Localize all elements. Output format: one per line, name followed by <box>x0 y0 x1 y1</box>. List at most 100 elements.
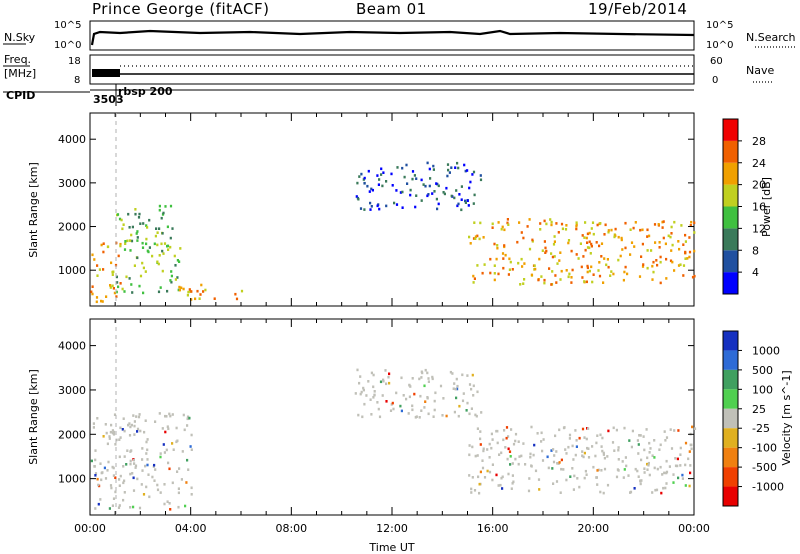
data-cell <box>585 473 588 476</box>
data-cell <box>661 220 664 224</box>
data-cell <box>455 189 458 192</box>
data-cell <box>479 430 482 433</box>
data-cell <box>371 188 374 192</box>
data-cell <box>442 397 445 400</box>
data-cell <box>363 176 366 180</box>
data-cell <box>473 489 477 492</box>
data-cell <box>615 475 619 479</box>
data-cell <box>448 171 451 174</box>
data-cell <box>358 175 361 178</box>
beam-title: Beam 01 <box>356 0 427 18</box>
data-cell <box>622 278 625 282</box>
data-cell <box>168 502 171 505</box>
data-cell <box>471 173 474 176</box>
data-cell <box>538 257 541 261</box>
data-cell <box>388 372 391 376</box>
data-cell <box>455 377 458 381</box>
data-cell <box>115 290 118 294</box>
data-cell <box>648 473 651 477</box>
data-cell <box>656 467 659 471</box>
data-cell <box>409 188 412 192</box>
data-cell <box>402 394 405 397</box>
data-cell <box>583 280 586 283</box>
data-cell <box>483 476 487 479</box>
data-cell <box>466 169 469 172</box>
data-cell <box>129 239 132 242</box>
data-cell <box>682 274 685 277</box>
data-cell <box>536 432 539 435</box>
data-cell <box>578 436 581 440</box>
data-cell <box>478 237 481 241</box>
data-cell <box>477 475 480 479</box>
data-cell <box>372 396 375 399</box>
data-cell <box>586 241 589 244</box>
data-cell <box>146 226 149 229</box>
data-cell <box>497 484 500 487</box>
data-cell <box>672 481 675 484</box>
data-cell <box>533 443 536 447</box>
data-cell <box>138 413 141 416</box>
data-cell <box>144 419 147 422</box>
data-cell <box>586 246 590 249</box>
data-cell <box>164 414 167 418</box>
data-cell <box>575 445 578 448</box>
data-cell <box>121 287 124 291</box>
data-cell <box>591 280 594 284</box>
data-cell <box>495 473 498 477</box>
data-cell <box>146 458 149 461</box>
data-cell <box>160 242 163 246</box>
data-cell <box>119 436 122 439</box>
data-cell <box>114 490 117 494</box>
data-cell <box>506 218 509 221</box>
data-cell <box>385 204 388 208</box>
data-cell <box>422 183 425 186</box>
data-cell <box>674 464 678 468</box>
data-cell <box>488 442 491 446</box>
data-cell <box>166 244 170 248</box>
data-cell <box>108 435 111 438</box>
data-cell <box>684 233 687 237</box>
data-cell <box>534 469 538 473</box>
data-cell <box>118 504 121 507</box>
data-cell <box>653 439 656 442</box>
data-cell <box>169 279 172 282</box>
data-cell <box>102 435 105 438</box>
data-cell <box>571 268 574 272</box>
data-cell <box>109 430 112 434</box>
data-cell <box>132 458 135 462</box>
data-cell <box>190 448 193 451</box>
data-cell <box>552 448 555 451</box>
data-cell <box>385 180 388 183</box>
data-cell <box>122 223 125 226</box>
data-cell <box>462 392 465 395</box>
data-cell <box>541 449 544 453</box>
data-cell <box>169 236 172 240</box>
data-cell <box>543 219 546 223</box>
data-cell <box>132 414 135 417</box>
data-cell <box>520 231 523 234</box>
data-cell <box>503 228 506 232</box>
data-cell <box>130 233 133 237</box>
colorbar-tick-label: 12 <box>752 222 766 235</box>
data-cell <box>158 227 161 230</box>
data-cell <box>645 428 648 431</box>
data-cell <box>360 390 363 394</box>
data-cell <box>553 235 556 238</box>
data-cell <box>586 232 589 236</box>
data-cell <box>390 172 393 176</box>
power-y-axis: 1000 2000 3000 4000 <box>58 133 694 277</box>
data-cell <box>646 235 649 238</box>
data-cell <box>662 236 665 240</box>
data-cell <box>168 467 171 471</box>
x-tick-label: 00:00 <box>678 522 710 535</box>
data-cell <box>556 462 559 465</box>
data-cell <box>586 266 589 270</box>
data-cell <box>617 458 620 461</box>
data-cell <box>508 257 511 261</box>
data-cell <box>561 227 564 231</box>
data-cell <box>420 199 423 202</box>
data-cell <box>689 224 692 227</box>
data-cell <box>590 265 593 269</box>
data-cell <box>184 504 187 508</box>
data-cell <box>171 481 174 485</box>
